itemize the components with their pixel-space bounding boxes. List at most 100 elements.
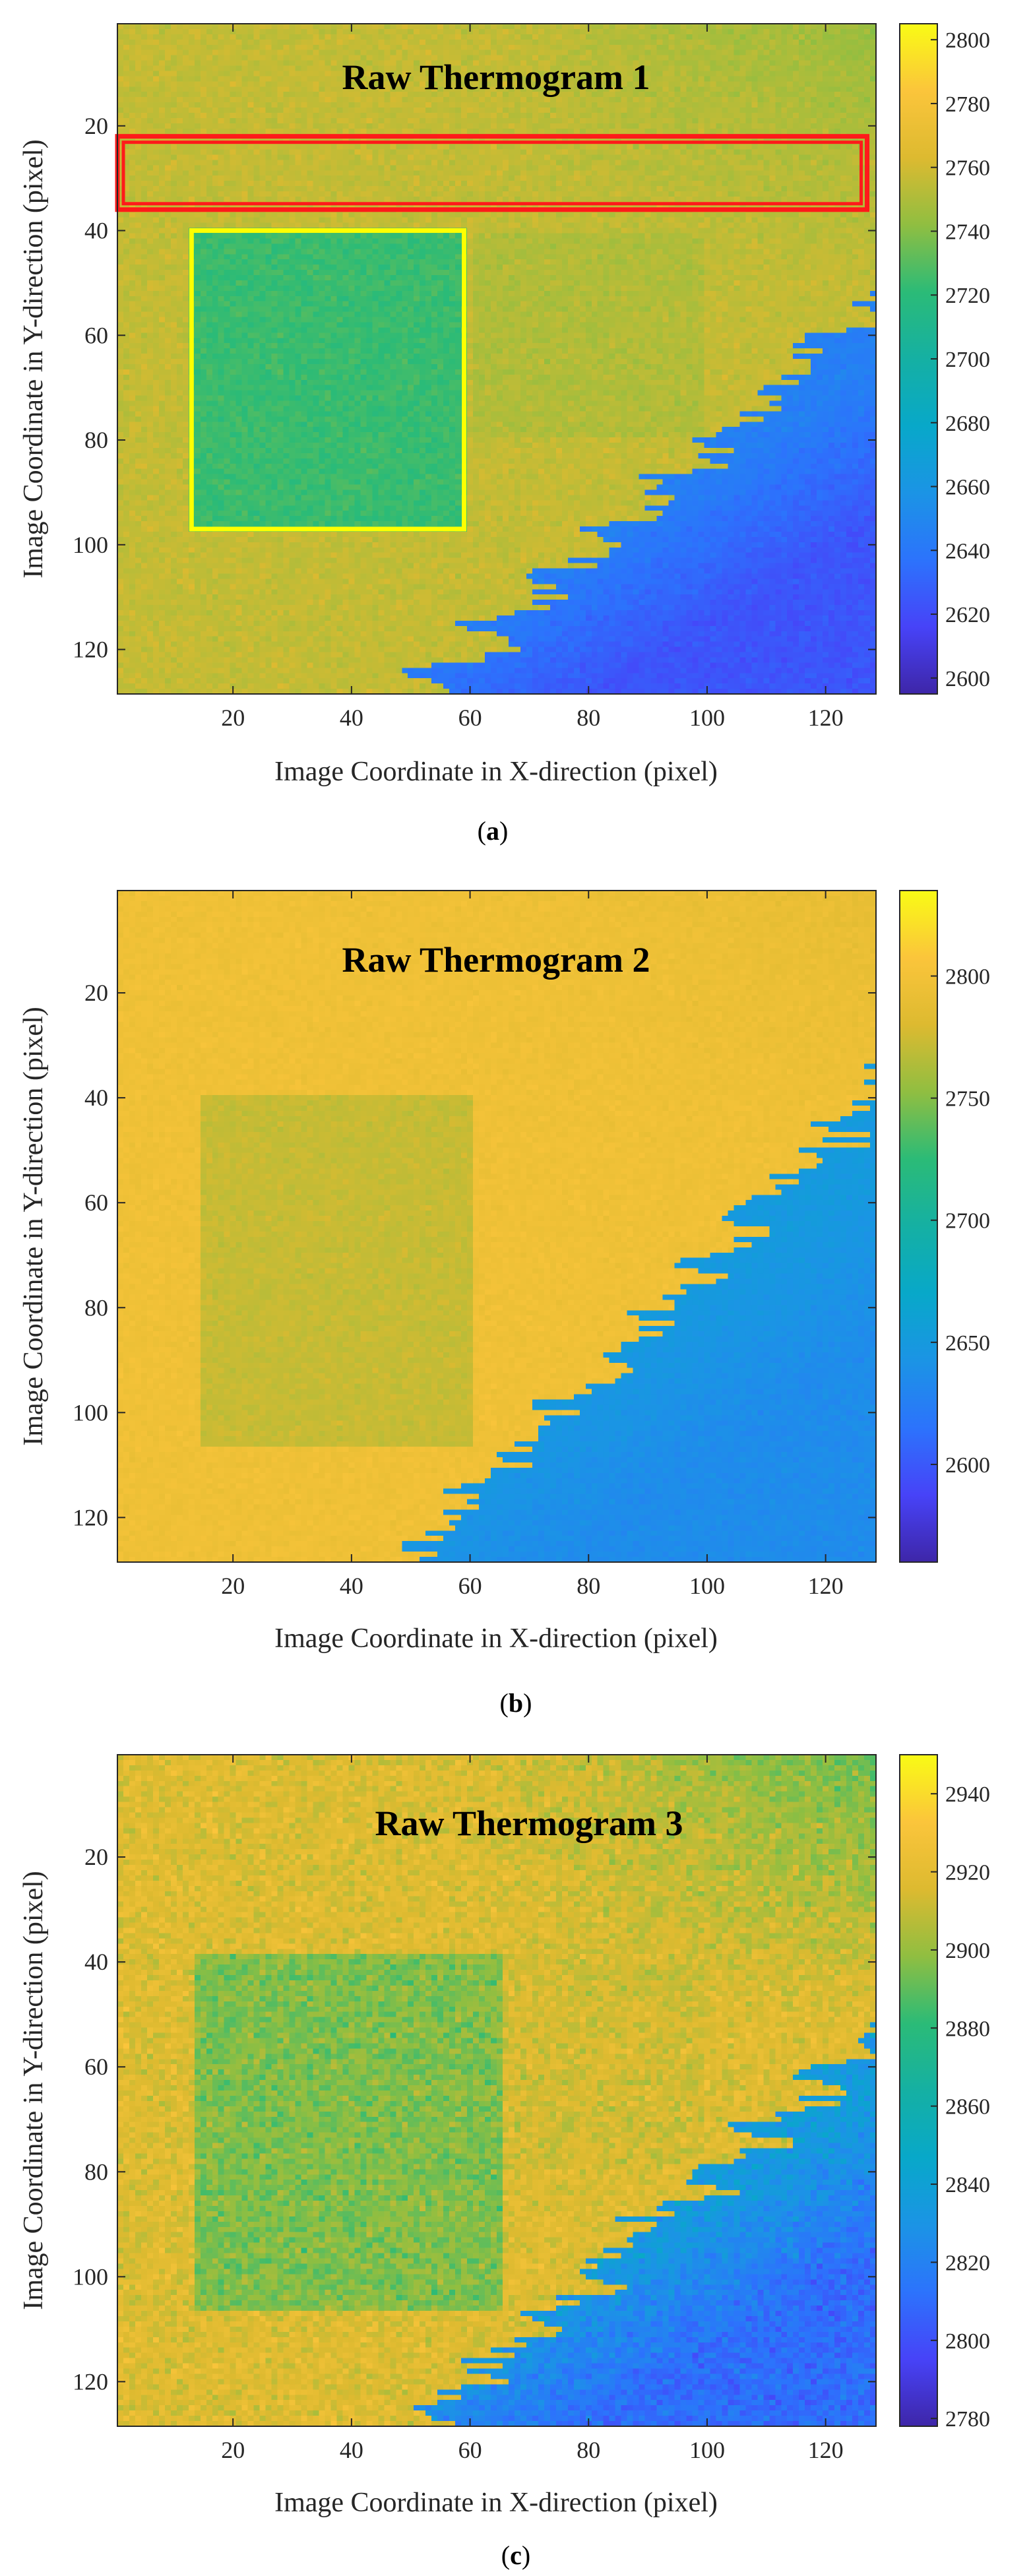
- x-tick-label: 60: [458, 2437, 482, 2463]
- colorbar-tick-label: 2680: [945, 412, 990, 436]
- colorbar-b: [899, 890, 938, 1563]
- y-tick-label: 100: [73, 2263, 108, 2290]
- colorbar-tick-label: 2640: [945, 539, 990, 563]
- caption-close-b: ): [523, 1688, 532, 1718]
- colorbar-tick-label: 2780: [945, 2407, 990, 2432]
- colorbar-tick-label: 2740: [945, 220, 990, 244]
- y-tick-label: 40: [84, 218, 108, 244]
- y-tick-label: 80: [84, 2158, 108, 2185]
- colorbar-tick-label: 2760: [945, 156, 990, 181]
- axes-frame-b: [117, 890, 877, 1563]
- colorbar-tick-label: 2720: [945, 284, 990, 308]
- x-tick-label: 100: [689, 705, 725, 731]
- caption-letter-c: c: [510, 2540, 522, 2570]
- y-tick-label: 20: [84, 980, 108, 1006]
- x-tick-label: 20: [221, 705, 245, 731]
- colorbar-ticks-a: 2600 2620 2640 2660 2680 2700 2720 2740 2760 2780…: [931, 28, 990, 691]
- x-axis-label-a: Image Coordinate in X-direction (pixel): [274, 757, 718, 787]
- colorbar-tick-label: 2920: [945, 1861, 990, 1885]
- panel-c: Raw Thermogram 3 20 40 60 80 100 120 20 40 60 80…: [18, 1754, 990, 2570]
- caption-letter-b: b: [509, 1688, 523, 1718]
- heatmap-title-b: Raw Thermogram 2: [342, 940, 650, 980]
- x-tick-label: 20: [221, 1573, 245, 1599]
- colorbar-tick-label: 2600: [945, 1453, 990, 1478]
- y-tick-label: 80: [84, 1294, 108, 1321]
- colorbar-tick-label: 2880: [945, 2017, 990, 2041]
- y-tick-label: 60: [84, 322, 108, 348]
- x-tick-label: 40: [340, 1573, 363, 1599]
- x-tick-label: 20: [221, 2437, 245, 2463]
- x-tick-label: 80: [577, 1573, 600, 1599]
- caption-letter-a: a: [486, 816, 499, 846]
- x-ticks-c: 20 40 60 80 100 120: [221, 1755, 844, 2463]
- caption-b: (b): [500, 1688, 532, 1718]
- heatmap-b: [117, 891, 876, 1562]
- y-axis-label-a: Image Coordinate in Y-direction (pixel): [18, 139, 49, 579]
- y-tick-label: 20: [84, 113, 108, 139]
- x-tick-label: 60: [458, 705, 482, 731]
- heatmap-c: [117, 1755, 876, 2426]
- x-tick-label: 40: [340, 2437, 363, 2463]
- x-tick-label: 40: [340, 705, 363, 731]
- x-ticks-a: 20 40 60 80 100 120: [221, 24, 844, 731]
- colorbar-tick-label: 2840: [945, 2173, 990, 2197]
- colorbar-ticks-b: 2600 2650 2700 2750 2800: [931, 965, 990, 1478]
- heatmap-title-c: Raw Thermogram 3: [375, 1804, 683, 1843]
- caption-open-a: (: [478, 816, 486, 846]
- defect-roi: [189, 228, 467, 532]
- caption-close-c: ): [522, 2540, 530, 2570]
- y-tick-label: 100: [73, 1399, 108, 1426]
- y-tick-label: 120: [73, 2368, 108, 2395]
- y-tick-label: 40: [84, 1084, 108, 1111]
- caption-open-c: (: [501, 2540, 510, 2570]
- panel-a: Raw Thermogram 1 20 40 60 80 100 120 20 40 60 80…: [18, 23, 990, 846]
- panel-b: Raw Thermogram 2 20 40 60 80 100 120 20 40 60 80…: [18, 890, 990, 1718]
- y-tick-label: 40: [84, 1949, 108, 1975]
- colorbar-tick-label: 2700: [945, 1209, 990, 1234]
- caption-c: (c): [501, 2540, 530, 2570]
- y-tick-label: 60: [84, 1189, 108, 1216]
- colorbar-tick-label: 2700: [945, 348, 990, 372]
- colorbar-tick-label: 2800: [945, 2329, 990, 2354]
- y-axis-label-b: Image Coordinate in Y-direction (pixel): [18, 1007, 49, 1446]
- colorbar-tick-label: 2940: [945, 1782, 990, 1807]
- colorbar-tick-label: 2650: [945, 1331, 990, 1356]
- x-ticks-b: 20 40 60 80 100 120: [221, 891, 844, 1599]
- colorbar-tick-label: 2800: [945, 965, 990, 990]
- x-tick-label: 120: [808, 1573, 844, 1599]
- colorbar-tick-label: 2820: [945, 2251, 990, 2275]
- y-ticks-b: 20 40 60 80 100 120: [73, 980, 876, 1530]
- x-tick-label: 80: [577, 705, 600, 731]
- colorbar-ticks-c: 2780 2800 2820 2840 2860 2880 2900 2920 2940: [931, 1782, 990, 2432]
- y-ticks-c: 20 40 60 80 100 120: [73, 1844, 876, 2395]
- caption-close-a: ): [499, 816, 508, 846]
- y-tick-label: 120: [73, 637, 108, 663]
- colorbar-tick-label: 2660: [945, 476, 990, 500]
- y-tick-label: 100: [73, 532, 108, 558]
- heatmap-title-a: Raw Thermogram 1: [342, 57, 650, 97]
- caption-open-b: (: [500, 1688, 509, 1718]
- colorbar-tick-label: 2600: [945, 667, 990, 691]
- y-tick-label: 80: [84, 427, 108, 453]
- y-ticks-a: 20 40 60 80 100 120: [73, 113, 876, 663]
- x-axis-label-c: Image Coordinate in X-direction (pixel): [274, 2488, 718, 2518]
- y-tick-label: 20: [84, 1844, 108, 1870]
- x-tick-label: 100: [689, 1573, 725, 1599]
- colorbar-tick-label: 2860: [945, 2095, 990, 2120]
- x-axis-label-b: Image Coordinate in X-direction (pixel): [274, 1623, 718, 1654]
- x-tick-label: 120: [808, 2437, 844, 2463]
- x-tick-label: 80: [577, 2437, 600, 2463]
- colorbar-c: [899, 1754, 938, 2427]
- caption-a: (a): [478, 816, 509, 846]
- y-tick-label: 60: [84, 2054, 108, 2080]
- heatmap-a: [117, 24, 876, 694]
- colorbar-tick-label: 2800: [945, 28, 990, 53]
- colorbar-tick-label: 2780: [945, 92, 990, 117]
- axes-frame-c: [117, 1754, 877, 2427]
- colorbar-tick-label: 2620: [945, 603, 990, 627]
- axes-frame-a: [117, 23, 877, 695]
- x-tick-label: 120: [808, 705, 844, 731]
- background-roi-inner: [121, 141, 863, 206]
